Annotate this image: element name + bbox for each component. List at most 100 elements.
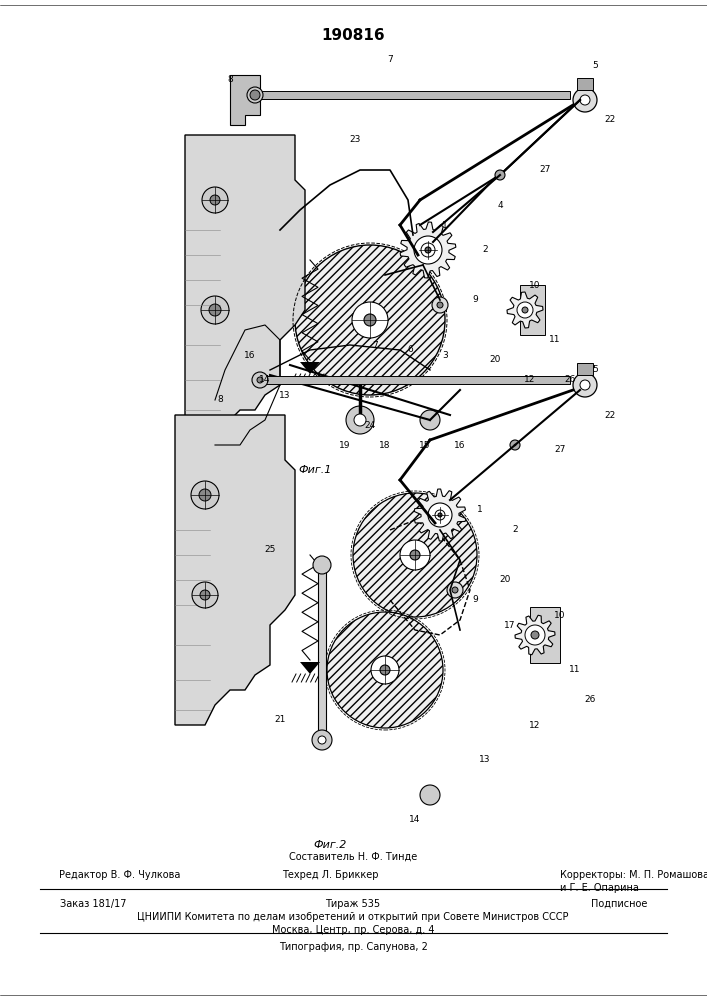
Text: 27: 27 xyxy=(554,446,566,454)
Text: Тираж 535: Тираж 535 xyxy=(325,899,380,909)
Circle shape xyxy=(352,302,388,338)
Circle shape xyxy=(573,88,597,112)
Text: 25: 25 xyxy=(264,546,276,554)
Circle shape xyxy=(573,373,597,397)
Polygon shape xyxy=(520,285,545,335)
Text: 13: 13 xyxy=(279,390,291,399)
Text: 26: 26 xyxy=(584,696,596,704)
Polygon shape xyxy=(515,615,555,655)
Text: 14: 14 xyxy=(409,816,421,824)
Circle shape xyxy=(580,380,590,390)
Circle shape xyxy=(525,625,545,645)
Circle shape xyxy=(452,587,458,593)
Circle shape xyxy=(257,377,263,383)
Circle shape xyxy=(199,489,211,501)
Circle shape xyxy=(371,656,399,684)
Text: 9: 9 xyxy=(472,296,478,304)
Text: 11: 11 xyxy=(549,336,561,344)
Text: 8: 8 xyxy=(227,76,233,85)
Circle shape xyxy=(295,245,445,395)
Text: Типография, пр. Сапунова, 2: Типография, пр. Сапунова, 2 xyxy=(279,942,428,952)
Text: Техред Л. Бриккер: Техред Л. Бриккер xyxy=(282,870,378,880)
Circle shape xyxy=(201,296,229,324)
Text: 1: 1 xyxy=(477,506,483,514)
Circle shape xyxy=(354,414,366,426)
Text: 190816: 190816 xyxy=(321,27,385,42)
Text: Заказ 181/17: Заказ 181/17 xyxy=(60,899,127,909)
Circle shape xyxy=(414,236,442,264)
Text: 13: 13 xyxy=(479,756,491,764)
Circle shape xyxy=(437,302,443,308)
Text: 19: 19 xyxy=(339,440,351,450)
Text: 1: 1 xyxy=(442,221,448,230)
Polygon shape xyxy=(400,222,456,278)
Polygon shape xyxy=(507,292,543,328)
Circle shape xyxy=(353,493,477,617)
Polygon shape xyxy=(255,91,570,99)
Text: Фиг.1: Фиг.1 xyxy=(298,465,332,475)
Circle shape xyxy=(425,247,431,253)
Circle shape xyxy=(517,302,533,318)
Text: Корректоры: М. П. Ромашова: Корректоры: М. П. Ромашова xyxy=(560,870,707,880)
Text: 2: 2 xyxy=(512,526,518,534)
Text: 26: 26 xyxy=(564,375,575,384)
Text: 22: 22 xyxy=(604,410,616,420)
Circle shape xyxy=(312,730,332,750)
Text: 8: 8 xyxy=(217,395,223,404)
Text: 14: 14 xyxy=(259,375,271,384)
Text: Москва, Центр, пр. Серова, д. 4: Москва, Центр, пр. Серова, д. 4 xyxy=(271,925,434,935)
Circle shape xyxy=(522,307,528,313)
Polygon shape xyxy=(300,662,320,674)
Circle shape xyxy=(438,513,442,517)
Circle shape xyxy=(247,87,263,103)
Circle shape xyxy=(346,406,374,434)
Circle shape xyxy=(420,785,440,805)
Polygon shape xyxy=(577,78,593,90)
Text: 10: 10 xyxy=(554,610,566,619)
Circle shape xyxy=(318,736,326,744)
Text: 7: 7 xyxy=(372,340,378,350)
Text: 21: 21 xyxy=(274,716,286,724)
Circle shape xyxy=(580,95,590,105)
Text: 7: 7 xyxy=(387,55,393,64)
Polygon shape xyxy=(230,75,260,125)
Circle shape xyxy=(191,481,219,509)
Text: 5: 5 xyxy=(592,365,598,374)
Text: 5: 5 xyxy=(592,60,598,70)
Circle shape xyxy=(400,540,430,570)
Circle shape xyxy=(432,297,448,313)
Text: 18: 18 xyxy=(379,440,391,450)
Text: 24: 24 xyxy=(364,420,375,430)
Text: Составитель Н. Ф. Тинде: Составитель Н. Ф. Тинде xyxy=(289,852,417,862)
Circle shape xyxy=(447,582,463,598)
Circle shape xyxy=(421,243,435,257)
Circle shape xyxy=(495,170,505,180)
Text: 4: 4 xyxy=(497,200,503,210)
Text: 20: 20 xyxy=(499,576,510,584)
Text: 2: 2 xyxy=(482,245,488,254)
Circle shape xyxy=(192,582,218,608)
Text: 9: 9 xyxy=(472,595,478,604)
Text: ЦНИИПИ Комитета по делам изобретений и открытий при Совете Министров СССР: ЦНИИПИ Комитета по делам изобретений и о… xyxy=(137,912,568,922)
Polygon shape xyxy=(300,362,320,374)
Text: 12: 12 xyxy=(530,720,541,730)
Text: 16: 16 xyxy=(455,440,466,450)
Text: 12: 12 xyxy=(525,375,536,384)
Circle shape xyxy=(435,510,445,520)
Text: 11: 11 xyxy=(569,666,580,674)
Circle shape xyxy=(410,550,420,560)
Polygon shape xyxy=(530,607,560,663)
Circle shape xyxy=(510,440,520,450)
Circle shape xyxy=(531,631,539,639)
Circle shape xyxy=(428,503,452,527)
Text: 3: 3 xyxy=(442,351,448,360)
Circle shape xyxy=(327,612,443,728)
Circle shape xyxy=(210,195,220,205)
Circle shape xyxy=(420,410,440,430)
Polygon shape xyxy=(414,489,466,541)
Polygon shape xyxy=(318,560,326,745)
Text: 6: 6 xyxy=(407,346,413,355)
Text: Редактор В. Ф. Чулкова: Редактор В. Ф. Чулкова xyxy=(59,870,181,880)
Circle shape xyxy=(200,590,210,600)
Text: 20: 20 xyxy=(489,356,501,364)
